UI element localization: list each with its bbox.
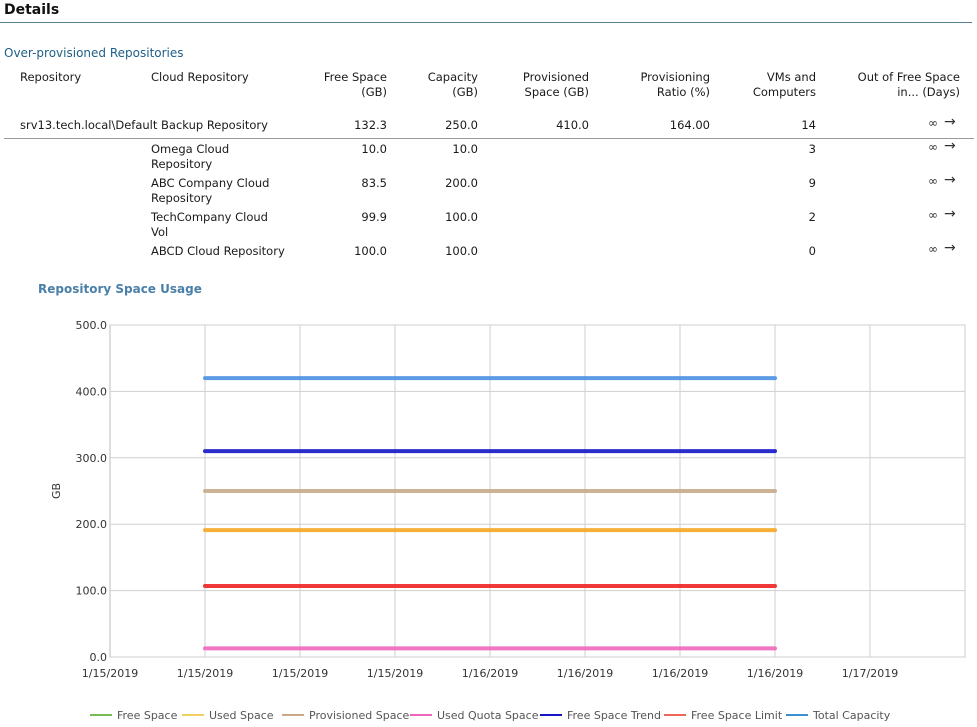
legend-swatch xyxy=(282,714,304,716)
legend-label: Free Space Limit xyxy=(691,709,783,722)
details-title: Details xyxy=(4,2,60,18)
sub-row-vms: 9 xyxy=(808,176,816,190)
row-divider xyxy=(4,138,974,139)
header-provisioned-space: Provisioned Space (GB) xyxy=(522,70,589,99)
sub-row-free-space: 83.5 xyxy=(361,176,387,190)
x-tick-label: 1/15/2019 xyxy=(177,667,233,680)
y-tick-label: 100.0 xyxy=(76,585,108,598)
sub-row-cloud-repository: Omega Cloud Repository xyxy=(151,142,230,171)
legend-label: Provisioned Space xyxy=(309,709,410,722)
y-axis-label: GB xyxy=(50,483,63,499)
header-capacity: Capacity (GB) xyxy=(427,70,478,99)
legend-item[interactable]: Free Space Limit xyxy=(664,709,782,722)
main-row-infinity: ∞ xyxy=(928,116,938,130)
sub-row-infinity: ∞ xyxy=(928,174,938,188)
main-row-free-space: 132.3 xyxy=(354,118,387,132)
sub-row-infinity: ∞ xyxy=(928,140,938,154)
y-tick-label: 500.0 xyxy=(76,319,108,332)
x-tick-label: 1/16/2019 xyxy=(557,667,613,680)
x-tick-label: 1/15/2019 xyxy=(82,667,138,680)
header-out-of-free-space: Out of Free Space in... (Days) xyxy=(857,70,960,99)
sub-row-free-space: 10.0 xyxy=(361,142,387,156)
legend-label: Used Space xyxy=(209,709,274,722)
legend-swatch xyxy=(540,714,562,716)
x-tick-label: 1/16/2019 xyxy=(462,667,518,680)
y-tick-label: 200.0 xyxy=(76,518,108,531)
chart-legend: Free Space Used Space Provisioned Space Use… xyxy=(0,709,977,725)
sub-row-drilldown-arrow[interactable]: → xyxy=(944,138,956,154)
details-divider xyxy=(0,22,972,23)
main-row-capacity: 250.0 xyxy=(445,118,478,132)
section-title: Over-provisioned Repositories xyxy=(4,46,184,60)
sub-row-infinity: ∞ xyxy=(928,208,938,222)
main-row-repository: srv13.tech.local\Default Backup Reposito… xyxy=(20,118,268,132)
legend-label: Free Space xyxy=(117,709,178,722)
sub-row-cloud-repository: ABCD Cloud Repository xyxy=(151,244,285,258)
y-tick-label: 0.0 xyxy=(90,651,108,664)
legend-item[interactable]: Free Space xyxy=(90,709,177,722)
legend-label: Total Capacity xyxy=(813,709,891,722)
sub-row-vms: 2 xyxy=(808,210,816,224)
sub-row-capacity: 10.0 xyxy=(452,142,478,156)
repository-space-usage-chart: 0.0 100.0 200.0 300.0 400.0 500.0 1/15/2019 1/1… xyxy=(50,319,966,680)
legend-item[interactable]: Free Space Trend xyxy=(540,709,661,722)
header-repository: Repository xyxy=(20,70,82,84)
sub-row-capacity: 100.0 xyxy=(445,210,478,224)
header-cloud-repository: Cloud Repository xyxy=(151,70,249,84)
x-tick-label: 1/16/2019 xyxy=(652,667,708,680)
legend-swatch xyxy=(410,714,432,716)
sub-row-capacity: 100.0 xyxy=(445,244,478,258)
main-row-drilldown-arrow[interactable]: → xyxy=(944,114,956,130)
sub-row-drilldown-arrow[interactable]: → xyxy=(944,240,956,256)
main-row-ratio: 164.00 xyxy=(669,118,710,132)
sub-row-drilldown-arrow[interactable]: → xyxy=(944,172,956,188)
sub-row-infinity: ∞ xyxy=(928,242,938,256)
sub-row-vms: 0 xyxy=(808,244,816,258)
header-vms-computers: VMs and Computers xyxy=(752,70,816,99)
header-free-space: Free Space (GB) xyxy=(323,70,387,99)
y-tick-label: 400.0 xyxy=(76,385,108,398)
sub-row-free-space: 99.9 xyxy=(361,210,387,224)
legend-swatch xyxy=(786,714,808,716)
legend-swatch xyxy=(90,714,112,716)
legend-swatch xyxy=(182,714,204,716)
legend-label: Free Space Trend xyxy=(567,709,661,722)
legend-item[interactable]: Used Space xyxy=(182,709,274,722)
legend-item[interactable]: Used Quota Space xyxy=(410,709,538,722)
x-tick-label: 1/15/2019 xyxy=(272,667,328,680)
legend-item[interactable]: Total Capacity xyxy=(786,709,890,722)
sub-row-free-space: 100.0 xyxy=(354,244,387,258)
main-row-vms: 14 xyxy=(801,118,816,132)
header-provisioning-ratio: Provisioning Ratio (%) xyxy=(640,70,710,99)
legend-label: Used Quota Space xyxy=(437,709,539,722)
legend-item[interactable]: Provisioned Space xyxy=(282,709,409,722)
main-row-provisioned: 410.0 xyxy=(556,118,589,132)
sub-row-cloud-repository: ABC Company Cloud Repository xyxy=(151,176,270,205)
sub-row-drilldown-arrow[interactable]: → xyxy=(944,206,956,222)
y-tick-label: 300.0 xyxy=(76,452,108,465)
legend-swatch xyxy=(664,714,686,716)
x-tick-label: 1/17/2019 xyxy=(842,667,898,680)
x-tick-label: 1/16/2019 xyxy=(747,667,803,680)
x-tick-label: 1/15/2019 xyxy=(367,667,423,680)
sub-row-capacity: 200.0 xyxy=(445,176,478,190)
sub-row-vms: 3 xyxy=(808,142,816,156)
chart-title: Repository Space Usage xyxy=(38,282,202,296)
sub-row-cloud-repository: TechCompany Cloud Vol xyxy=(151,210,268,239)
repositories-table: Repository Cloud Repository Free Space (… xyxy=(0,0,977,270)
